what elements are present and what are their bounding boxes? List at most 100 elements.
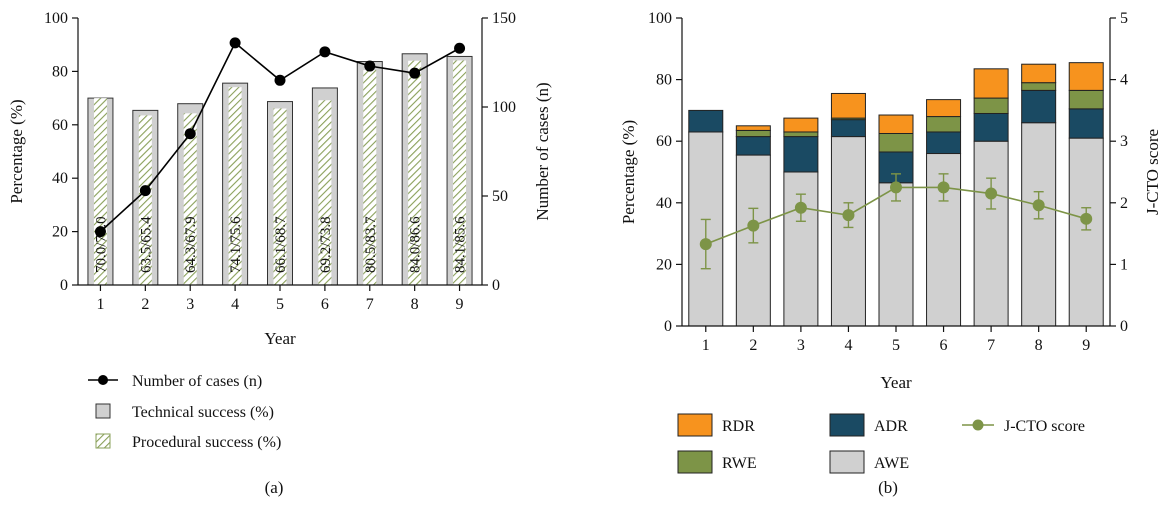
panel-b-x-tick-label: 7	[987, 337, 995, 354]
panel-a-bar-label: 80.5/83.7	[363, 216, 379, 273]
panel-b-y2-tick-label: 0	[1120, 318, 1128, 335]
panel-a-bar-procedural	[228, 87, 242, 285]
panel-b-y-axis-label: Percentage (%)	[619, 120, 638, 224]
panel-b-label: (b)	[878, 478, 898, 497]
panel-a-y2-tick-label: 100	[492, 99, 516, 116]
legend-procedural-swatch	[95, 433, 111, 449]
panel-a-y2-tick-label: 150	[492, 10, 516, 27]
panel-b-bar-rwe	[735, 129, 771, 138]
panel-b-bar-rwe	[1068, 89, 1104, 110]
panel-b-x-axis-label: Year	[880, 373, 912, 392]
panel-b-bar-rwe	[1021, 82, 1057, 91]
panel-a-x-tick-label: 8	[411, 296, 419, 313]
legend-label: Technical success (%)	[132, 404, 274, 421]
panel-b-x-tick-label: 9	[1082, 337, 1090, 354]
panel-a-bar-procedural	[318, 100, 332, 286]
panel-a-y-tick-label: 60	[52, 117, 68, 134]
panel-a-bar-label: 63.5/65.4	[138, 216, 154, 273]
legend-label: ADR	[874, 418, 908, 435]
legend-label: RWE	[722, 455, 757, 472]
panel-a-y-tick-label: 40	[52, 170, 68, 187]
panel-b-bar-adr	[688, 109, 724, 133]
panel-b-y-tick-label: 80	[656, 72, 672, 89]
panel-a-bar-label: 69.2/73.8	[318, 216, 334, 273]
panel-b-bar-adr	[1068, 108, 1104, 139]
panel-a-cases-point	[139, 185, 151, 197]
panel-a-bar-procedural	[453, 60, 467, 285]
panel-b-bar-rdr	[1068, 62, 1104, 91]
panel-b-y-tick-label: 100	[648, 10, 672, 27]
panel-b-x-tick-label: 2	[749, 337, 757, 354]
panel-a-bar-label: 84.0/86.6	[408, 216, 424, 273]
legend-label: AWE	[874, 455, 909, 472]
panel-b-y-tick-label: 40	[656, 195, 672, 212]
panel-b-chart: 0 20 40 60 80 100 0 1 2 3 4 5 1 2 3 4 5 6 7 8 9 Percentage (…	[619, 10, 1162, 497]
panel-a-x-tick-label: 5	[276, 296, 284, 313]
panel-b-bar-awe	[1021, 122, 1057, 327]
panel-a-y-tick-label: 80	[52, 63, 68, 80]
panel-a-bar-label: 66.1/68.7	[273, 216, 289, 273]
panel-a-cases-point	[319, 46, 331, 58]
panel-b-bar-rdr	[926, 99, 962, 118]
panel-b-jcto-point	[699, 238, 712, 251]
panel-b-bar-adr	[926, 131, 962, 155]
panel-b-bar-rwe	[783, 131, 819, 138]
panel-b-bar-rdr	[1021, 63, 1057, 84]
panel-b-jcto-point	[747, 219, 760, 232]
panel-b-x-tick-label: 8	[1035, 337, 1043, 354]
panel-a-bar-procedural	[138, 115, 152, 285]
panel-b-bar-rdr	[878, 114, 914, 134]
panel-b-y2-tick-label: 1	[1120, 256, 1128, 273]
panel-b-bar-adr	[735, 136, 771, 156]
panel-b-y-tick-label: 60	[656, 133, 672, 150]
panel-b-bar-adr	[830, 119, 866, 138]
panel-b-jcto-point	[794, 201, 807, 214]
panel-a-cases-point	[184, 128, 196, 140]
panel-a-cases-point	[364, 60, 376, 72]
panel-b-bar-rdr	[735, 125, 771, 131]
legend-awe-swatch	[829, 450, 865, 474]
panel-b-y2-tick-label: 5	[1120, 10, 1128, 27]
panel-b-bar-rwe	[878, 133, 914, 153]
legend-rdr-swatch	[677, 413, 713, 437]
panel-a-bar-procedural	[183, 113, 197, 285]
panel-a-y2-axis-label: Number of cases (n)	[533, 82, 552, 220]
panel-b-bar-awe	[735, 154, 771, 327]
panel-a-cases-point	[454, 42, 466, 54]
panel-b-jcto-point	[842, 209, 855, 222]
panel-b-y-tick-label: 20	[656, 256, 672, 273]
panel-b-bar-rwe	[973, 97, 1009, 114]
panel-b-bar-awe	[830, 136, 866, 327]
panel-a-cases-point	[94, 226, 106, 238]
panel-b-x-tick-label: 5	[892, 337, 900, 354]
legend-adr-swatch	[829, 413, 865, 437]
legend-point-swatch	[98, 375, 108, 385]
panel-b-bar-rdr	[830, 92, 866, 119]
legend-label: Procedural success (%)	[132, 434, 281, 451]
panel-b-x-tick-label: 6	[940, 337, 948, 354]
panel-b-y2-tick-label: 2	[1120, 195, 1128, 212]
panel-a-x-tick-label: 6	[321, 296, 329, 313]
panel-a-cases-point	[229, 37, 241, 49]
panel-b-bar-rdr	[783, 117, 819, 133]
panel-b-bar-adr	[973, 112, 1009, 142]
panel-b-x-tick-label: 1	[702, 337, 710, 354]
panel-a-legend: Number of cases (n) Technical success (%)…	[88, 373, 281, 451]
panel-a-y2-tick-label: 50	[492, 188, 508, 205]
panel-b-jcto-point	[937, 181, 950, 194]
panel-b-jcto-point	[1032, 199, 1045, 212]
panel-a-cases-point	[409, 67, 421, 79]
panel-b-y-tick-label: 0	[664, 318, 672, 335]
panel-b-jcto-point	[985, 187, 998, 200]
panel-a-x-tick-label: 7	[366, 296, 374, 313]
panel-b-bar-awe	[1068, 137, 1104, 327]
panel-a-bar-label: 84.1/85.6	[453, 216, 469, 273]
panel-a-y2-tick-label: 0	[492, 277, 500, 294]
panel-a-y-tick-label: 100	[44, 10, 68, 27]
panel-b-y2-tick-label: 3	[1120, 133, 1128, 150]
panel-a-label: (a)	[265, 478, 284, 497]
panel-b-jcto-point	[890, 181, 902, 194]
panel-b-bar-awe	[973, 140, 1009, 327]
panel-b-y2-tick-label: 4	[1120, 72, 1128, 89]
